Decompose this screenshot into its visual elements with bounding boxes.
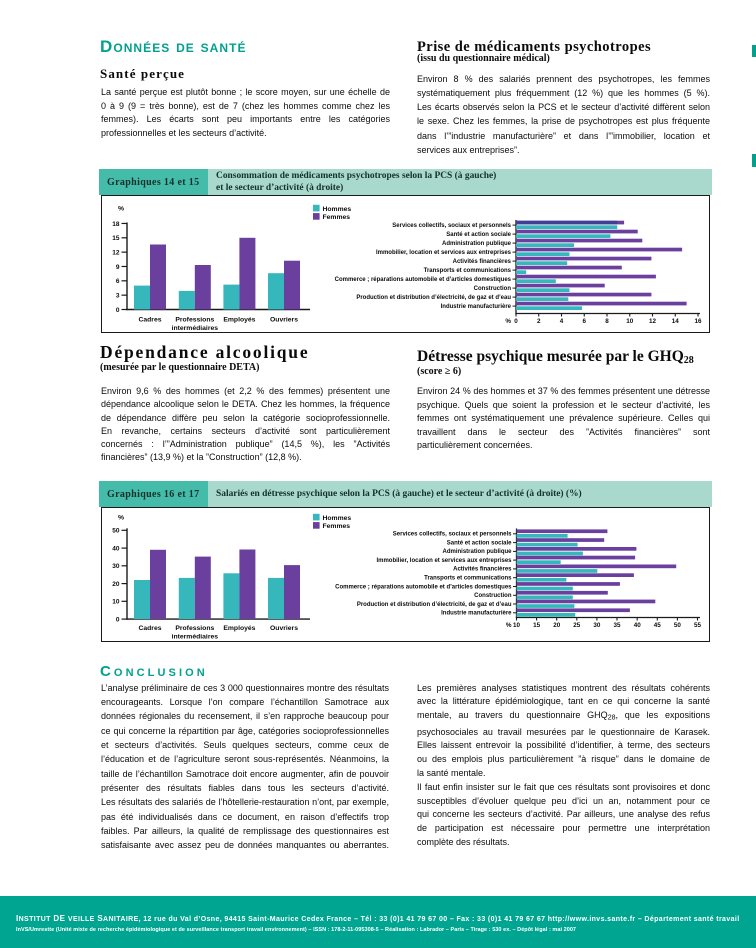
svg-text:Commerce ; réparations automob: Commerce ; réparations automobile et d’a…	[335, 584, 512, 590]
svg-text:Cadres: Cadres	[138, 625, 161, 632]
svg-text:0: 0	[116, 306, 120, 313]
svg-text:Professions: Professions	[175, 625, 214, 632]
svg-text:0: 0	[514, 318, 518, 325]
svg-text:30: 30	[593, 622, 601, 629]
svg-text:Transports et communications: Transports et communications	[424, 575, 512, 581]
svg-text:Hommes: Hommes	[323, 205, 352, 212]
svg-text:Immobilier, location et servic: Immobilier, location et services aux ent…	[376, 557, 512, 563]
svg-text:Transports et communications: Transports et communications	[424, 267, 512, 273]
svg-text:Ouvriers: Ouvriers	[270, 625, 298, 632]
svg-text:25: 25	[573, 622, 581, 629]
svg-text:12: 12	[649, 318, 657, 325]
svg-text:4: 4	[560, 318, 564, 325]
svg-text:Employés: Employés	[223, 625, 255, 632]
svg-text:15: 15	[112, 235, 120, 242]
svg-text:Employés: Employés	[223, 316, 255, 323]
svg-text:20: 20	[112, 581, 120, 588]
svg-text:0: 0	[116, 616, 120, 623]
svg-text:intermédiaires: intermédiaires	[172, 633, 219, 640]
svg-text:Ouvriers: Ouvriers	[270, 316, 298, 323]
svg-text:Administration publique: Administration publique	[442, 240, 512, 246]
svg-text:9: 9	[116, 263, 120, 270]
svg-text:45: 45	[654, 622, 662, 629]
svg-text:12: 12	[112, 249, 120, 256]
svg-text:40: 40	[634, 622, 642, 629]
svg-text:Cadres: Cadres	[138, 316, 161, 323]
svg-text:Industrie manufacturière: Industrie manufacturière	[441, 303, 512, 309]
svg-text:%: %	[505, 318, 511, 325]
svg-text:2: 2	[537, 318, 541, 325]
svg-text:50: 50	[674, 622, 682, 629]
svg-text:Services collectifs, sociaux e: Services collectifs, sociaux et personne…	[393, 531, 512, 537]
svg-text:8: 8	[605, 318, 609, 325]
svg-text:Industrie manufacturière: Industrie manufacturière	[441, 610, 512, 616]
svg-text:10: 10	[513, 622, 521, 629]
svg-text:6: 6	[582, 318, 586, 325]
svg-text:Santé et action sociale: Santé et action sociale	[447, 540, 512, 546]
svg-text:3: 3	[116, 292, 120, 299]
svg-text:50: 50	[112, 527, 120, 534]
svg-text:%: %	[118, 514, 124, 521]
svg-text:10: 10	[112, 598, 120, 605]
svg-text:35: 35	[613, 622, 621, 629]
svg-text:Services collectifs, sociaux e: Services collectifs, sociaux et personne…	[392, 222, 511, 228]
svg-text:55: 55	[694, 622, 702, 629]
svg-text:20: 20	[553, 622, 561, 629]
svg-text:%: %	[118, 205, 124, 212]
svg-text:10: 10	[626, 318, 634, 325]
svg-text:Immobilier, location et servic: Immobilier, location et services aux ent…	[376, 249, 512, 255]
svg-text:Commerce ; réparations automob: Commerce ; réparations automobile et d’a…	[335, 276, 512, 282]
svg-text:Construction: Construction	[474, 593, 512, 599]
svg-text:30: 30	[112, 563, 120, 570]
svg-text:Femmes: Femmes	[323, 214, 351, 221]
svg-text:Hommes: Hommes	[323, 514, 352, 521]
svg-text:18: 18	[112, 220, 120, 227]
svg-text:16: 16	[694, 318, 702, 325]
svg-text:Professions: Professions	[175, 316, 214, 323]
svg-text:intermédiaires: intermédiaires	[172, 325, 219, 332]
svg-text:Administration publique: Administration publique	[443, 549, 513, 555]
svg-text:Production et distribution d’é: Production et distribution d’électricité…	[357, 601, 512, 607]
svg-text:15: 15	[533, 622, 541, 629]
svg-text:Activités financières: Activités financières	[453, 566, 512, 572]
svg-text:Santé et action sociale: Santé et action sociale	[446, 231, 511, 237]
svg-text:14: 14	[672, 318, 680, 325]
svg-text:%: %	[506, 622, 512, 629]
svg-text:40: 40	[112, 545, 120, 552]
svg-text:Construction: Construction	[474, 285, 512, 291]
svg-text:Production et distribution d’é: Production et distribution d’électricité…	[356, 294, 511, 300]
svg-text:Femmes: Femmes	[323, 523, 351, 530]
svg-text:Activités financières: Activités financières	[453, 258, 512, 264]
svg-text:6: 6	[116, 278, 120, 285]
